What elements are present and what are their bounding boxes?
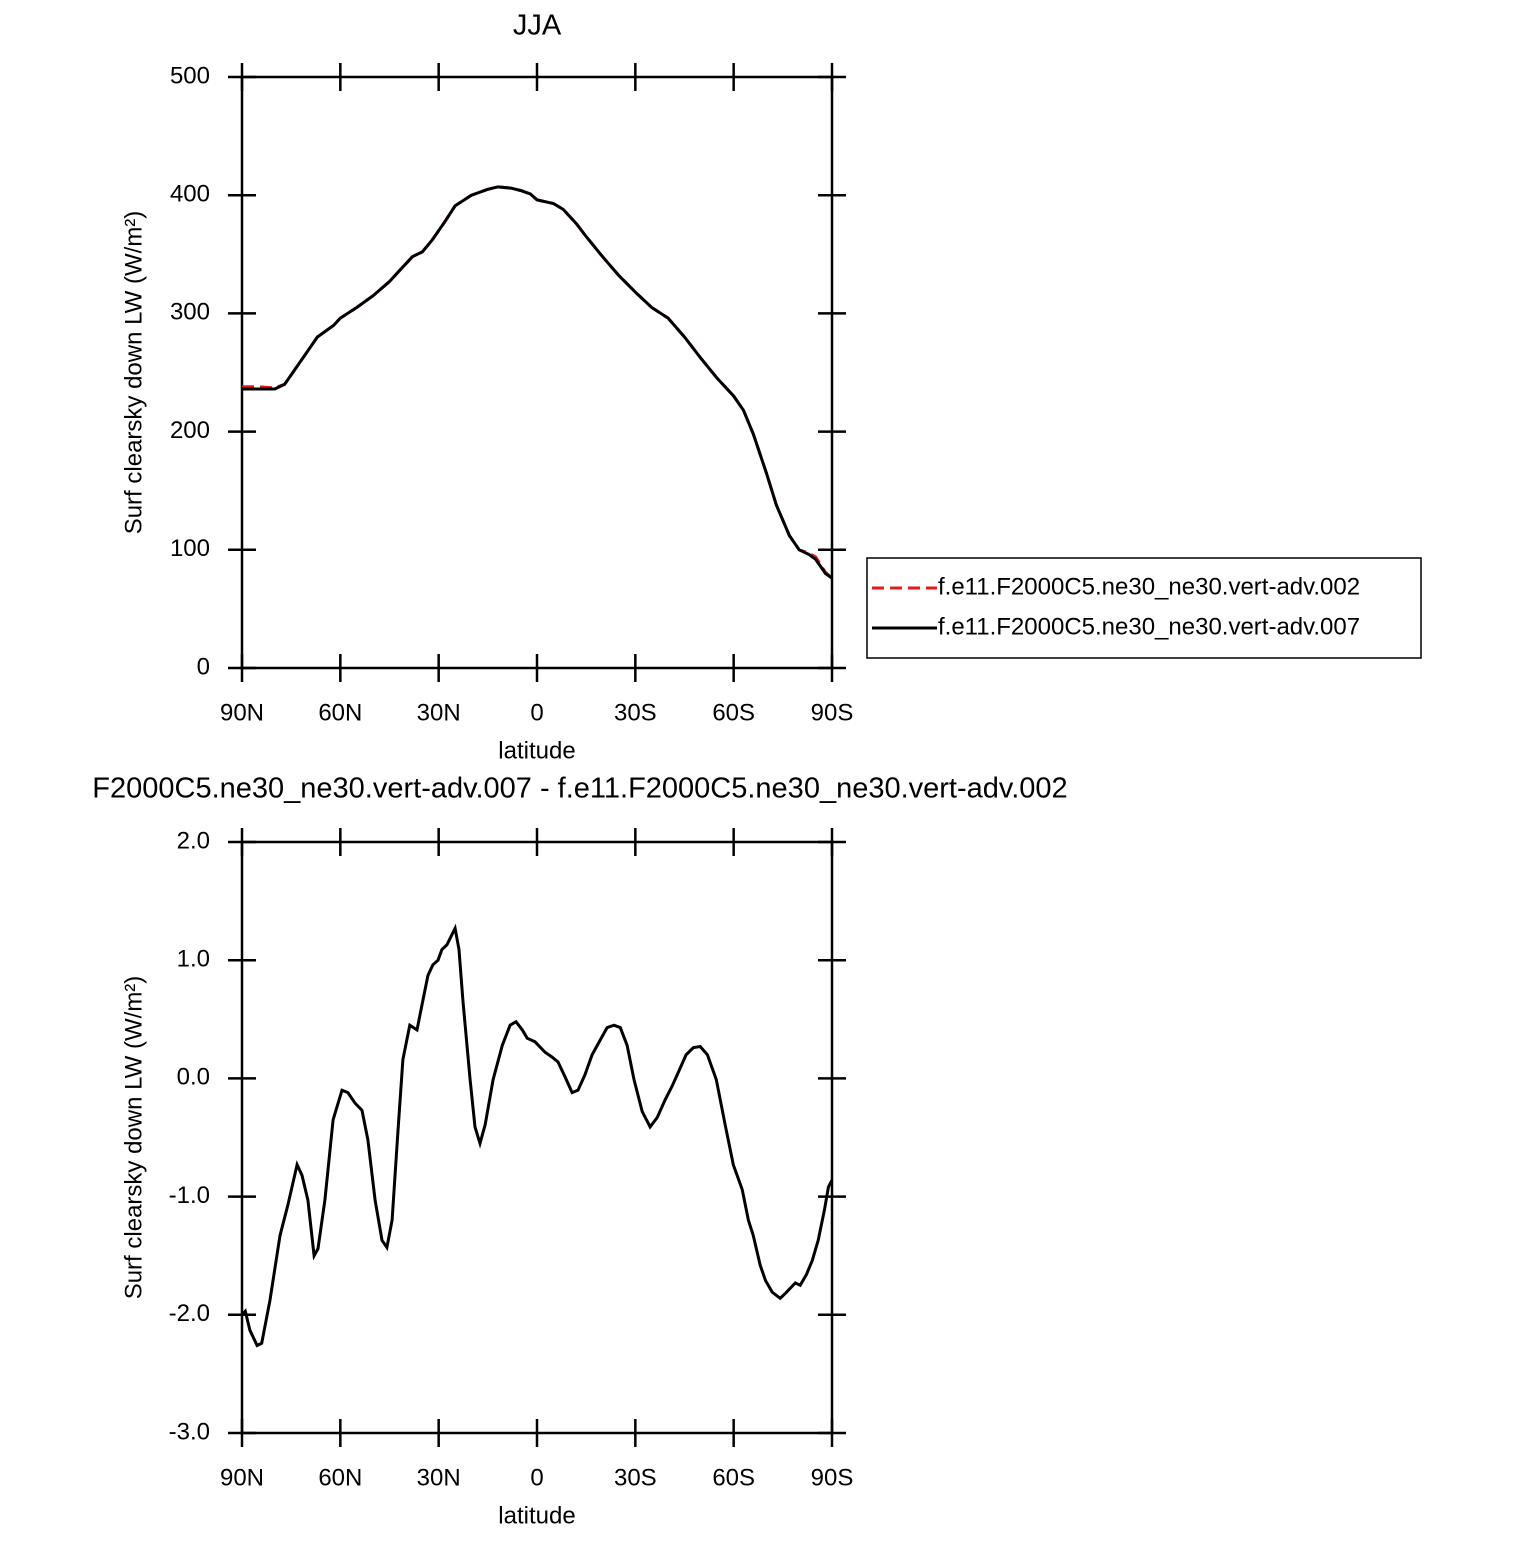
series-line — [240, 923, 834, 1348]
y-tick-label: 0 — [197, 653, 210, 680]
series-line — [242, 185, 833, 580]
x-axis-label: latitude — [498, 1502, 575, 1529]
x-tick-label: 60S — [712, 1464, 755, 1491]
y-tick-label: -1.0 — [169, 1182, 210, 1209]
y-tick-label: 2.0 — [177, 827, 210, 854]
x-tick-label: 60N — [318, 1464, 362, 1491]
y-axis-label: Surf clearsky down LW (W/m²) — [120, 976, 147, 1300]
y-axis-label: Surf clearsky down LW (W/m²) — [120, 211, 147, 535]
y-tick-label: 1.0 — [177, 946, 210, 973]
x-tick-label: 90S — [811, 1464, 854, 1491]
y-tick-label: -2.0 — [169, 1300, 210, 1327]
legend-label: f.e11.F2000C5.ne30_ne30.vert-adv.007 — [938, 613, 1360, 640]
legend-label: f.e11.F2000C5.ne30_ne30.vert-adv.002 — [938, 573, 1360, 600]
y-tick-label: 0.0 — [177, 1064, 210, 1091]
y-tick-label: -3.0 — [169, 1418, 210, 1445]
x-tick-label: 60S — [712, 699, 755, 726]
x-tick-label: 0 — [530, 1464, 543, 1491]
legend-box — [866, 557, 1422, 659]
x-axis-label: latitude — [498, 737, 575, 764]
chart-title: F2000C5.ne30_ne30.vert-adv.007 - f.e11.F… — [92, 773, 1067, 805]
y-tick-label: 100 — [170, 535, 210, 562]
x-tick-label: 30S — [614, 699, 657, 726]
x-tick-label: 90N — [220, 699, 264, 726]
x-tick-label: 0 — [530, 699, 543, 726]
x-tick-label: 90S — [811, 699, 854, 726]
y-tick-label: 500 — [170, 62, 210, 89]
x-tick-label: 30S — [614, 1464, 657, 1491]
y-tick-label: 300 — [170, 299, 210, 326]
y-tick-label: 200 — [170, 417, 210, 444]
x-tick-label: 30N — [417, 1464, 461, 1491]
series-line — [242, 185, 833, 580]
x-tick-label: 60N — [318, 699, 362, 726]
plot-frame — [240, 75, 834, 670]
chart-title: JJA — [513, 10, 562, 42]
x-tick-label: 90N — [220, 1464, 264, 1491]
x-tick-label: 30N — [417, 699, 461, 726]
y-tick-label: 400 — [170, 181, 210, 208]
